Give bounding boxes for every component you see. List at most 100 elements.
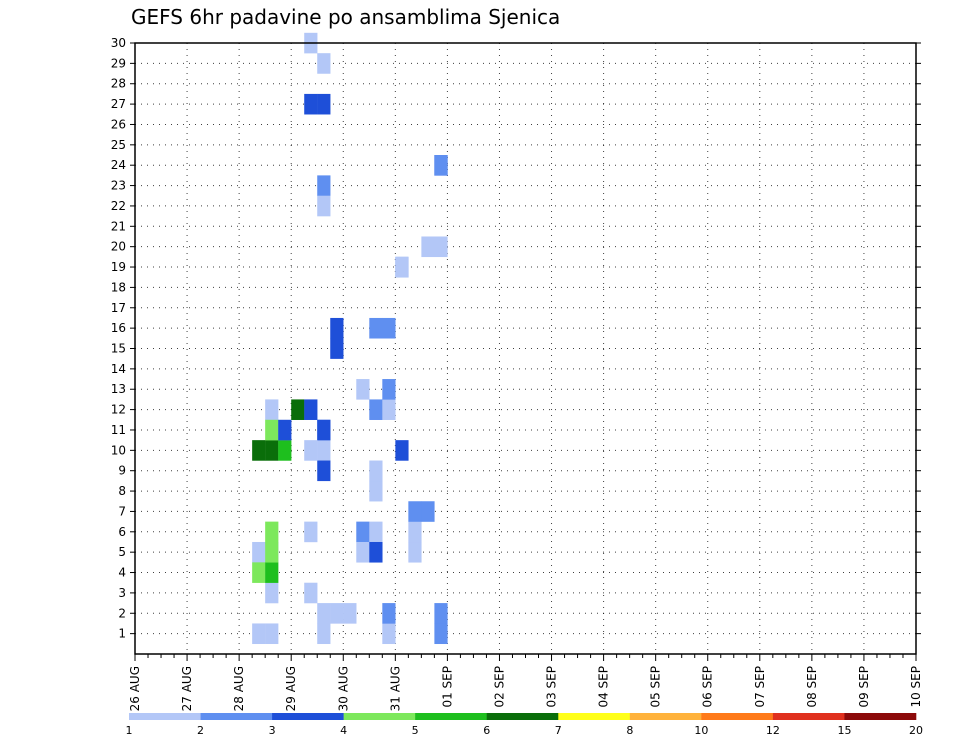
precip-cell: [304, 399, 318, 420]
y-tick-label: 23: [111, 179, 126, 193]
colorbar-label: 3: [269, 724, 276, 737]
colorbar-label: 1: [126, 724, 133, 737]
precip-cell: [265, 562, 279, 583]
precip-cell: [434, 623, 448, 645]
colorbar-label: 20: [909, 724, 923, 737]
precip-cell: [369, 460, 383, 482]
precip-cell: [265, 399, 279, 420]
x-tick-label: 02 SEP: [492, 666, 506, 708]
precip-cell: [408, 521, 422, 543]
precip-cell: [317, 53, 331, 74]
precip-cell: [382, 603, 396, 624]
precip-cell: [304, 440, 318, 461]
y-tick-label: 27: [111, 97, 126, 111]
precip-cell: [421, 501, 435, 522]
precip-cell: [408, 541, 422, 563]
colorbar-swatch: [415, 713, 488, 720]
y-tick-label: 11: [111, 423, 126, 437]
precip-cell: [304, 582, 318, 604]
x-tick-label: 28 AUG: [232, 666, 246, 711]
x-tick-label: 29 AUG: [284, 666, 298, 711]
precip-cell: [408, 501, 422, 522]
precip-cell: [382, 623, 396, 645]
precip-cell: [382, 317, 396, 339]
y-tick-label: 25: [111, 138, 126, 152]
y-tick-label: 18: [111, 280, 126, 294]
y-tick-label: 6: [118, 525, 126, 539]
precip-cell: [278, 419, 292, 441]
colorbar-label: 2: [197, 724, 204, 737]
x-tick-label: 26 AUG: [128, 666, 142, 711]
y-tick-label: 16: [111, 321, 126, 335]
colorbar-swatch: [200, 713, 273, 720]
colorbar-label: 7: [555, 724, 562, 737]
precip-cell: [395, 440, 409, 461]
x-tick-label: 05 SEP: [649, 666, 663, 708]
precip-cell: [265, 419, 279, 441]
precip-cell: [356, 521, 370, 543]
y-tick-label: 9: [118, 464, 126, 478]
precip-cell: [317, 175, 331, 196]
precip-cell: [356, 541, 370, 563]
x-tick-label: 07 SEP: [753, 666, 767, 708]
chart-title: GEFS 6hr padavine po ansamblima Sjenica: [131, 5, 560, 29]
y-tick-label: 3: [118, 586, 126, 600]
x-tick-label: 08 SEP: [805, 666, 819, 708]
precip-cell: [265, 541, 279, 563]
y-tick-label: 30: [111, 36, 126, 50]
y-tick-label: 12: [111, 403, 126, 417]
y-tick-label: 7: [118, 504, 126, 518]
y-tick-label: 13: [111, 382, 126, 396]
y-tick-label: 4: [118, 566, 126, 580]
x-tick-label: 01 SEP: [440, 666, 454, 708]
x-tick-label: 10 SEP: [909, 666, 923, 708]
precip-cell: [304, 93, 318, 115]
y-tick-label: 2: [118, 606, 126, 620]
x-tick-label: 03 SEP: [545, 666, 559, 708]
precip-cell: [304, 521, 318, 543]
precip-cell: [265, 582, 279, 604]
y-tick-label: 1: [118, 627, 126, 641]
x-tick-label: 31 AUG: [388, 666, 402, 711]
precip-cell: [356, 379, 370, 400]
colorbar-swatch: [558, 713, 631, 720]
y-tick-label: 29: [111, 56, 126, 70]
precip-cell: [369, 399, 383, 420]
x-tick-label: 09 SEP: [857, 666, 871, 708]
colorbar-swatch: [129, 713, 201, 720]
precip-cell: [317, 623, 331, 645]
colorbar-swatch: [701, 713, 774, 720]
y-tick-label: 14: [111, 362, 126, 376]
precip-cell: [317, 419, 331, 441]
precip-cell: [369, 541, 383, 563]
precip-cell: [317, 93, 331, 115]
colorbar-swatch: [772, 713, 845, 720]
colorbar-label: 6: [483, 724, 490, 737]
y-tick-label: 21: [111, 219, 126, 233]
precip-cell: [382, 379, 396, 400]
precip-cell: [317, 603, 331, 624]
y-tick-label: 10: [111, 443, 126, 457]
precipitation-cells: [252, 32, 448, 645]
precip-cell: [252, 562, 266, 583]
colorbar-label: 12: [766, 724, 780, 737]
colorbar-swatch: [343, 713, 416, 720]
x-tick-label: 04 SEP: [597, 666, 611, 708]
y-tick-label: 26: [111, 117, 126, 131]
precip-cell: [265, 623, 279, 645]
colorbar-label: 8: [626, 724, 633, 737]
y-axis: 1234567891011121314151617181920212223242…: [111, 36, 921, 641]
precip-cell: [395, 256, 409, 278]
precip-cell: [278, 440, 292, 461]
precip-cell: [369, 480, 383, 502]
y-tick-label: 20: [111, 240, 126, 254]
colorbar-label: 5: [412, 724, 419, 737]
precip-cell: [252, 623, 266, 645]
y-tick-label: 17: [111, 301, 126, 315]
precip-cell: [421, 236, 435, 258]
precip-cell: [369, 521, 383, 543]
precip-cell: [317, 460, 331, 482]
y-tick-label: 22: [111, 199, 126, 213]
colorbar-swatch: [629, 713, 702, 720]
